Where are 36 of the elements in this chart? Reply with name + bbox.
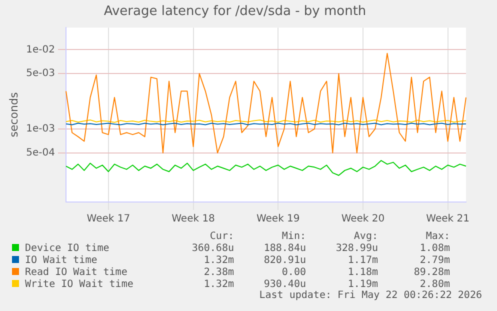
text: 328.99u [334,242,378,254]
text: Min: [280,230,306,242]
text: 1.18m [346,266,378,278]
text: 360.68u [190,242,234,254]
x-tick-label: Week 20 [341,214,385,225]
text: 1.08m [418,242,450,254]
text: 2.80m [418,278,450,290]
text: 1.19m [346,278,378,290]
text: 820.91u [262,254,306,266]
legend-label: Read IO Wait time [24,266,128,278]
y-tick-label: 1e-02 [26,44,55,56]
text: 930.40u [262,278,306,290]
x-tick-label: Week 17 [86,214,130,225]
legend-label: Write IO Wait time [24,278,134,290]
x-tick-label: Week 18 [172,214,215,225]
text: Cur: [208,230,234,242]
y-tick-label: 5e-04 [26,147,55,158]
text: Avg: [352,230,378,242]
y-tick-label: 1e-03 [26,124,55,135]
text: 89.28m [412,266,450,278]
x-tick-label: Week 21 [426,214,470,225]
legend-label: Device IO time [24,242,110,254]
text: Max: [424,230,450,242]
text: 188.84u [262,242,306,254]
y-tick-label: 5e-03 [26,68,55,80]
chart-title: Average latency for /dev/sda - by month [104,4,366,20]
text: 2.79m [418,254,450,266]
text: 1.32m [202,254,234,266]
x-tick-label: Week 19 [256,214,300,225]
text: 0.00 [280,266,306,278]
y-axis-title: seconds [7,92,20,138]
text: 2.38m [202,266,234,278]
text: 1.32m [202,278,234,290]
text: 1.17m [346,254,378,266]
legend-label: IO Wait time [24,254,98,266]
text: Last update: Fri May 22 00:26:22 2026 [259,290,482,301]
